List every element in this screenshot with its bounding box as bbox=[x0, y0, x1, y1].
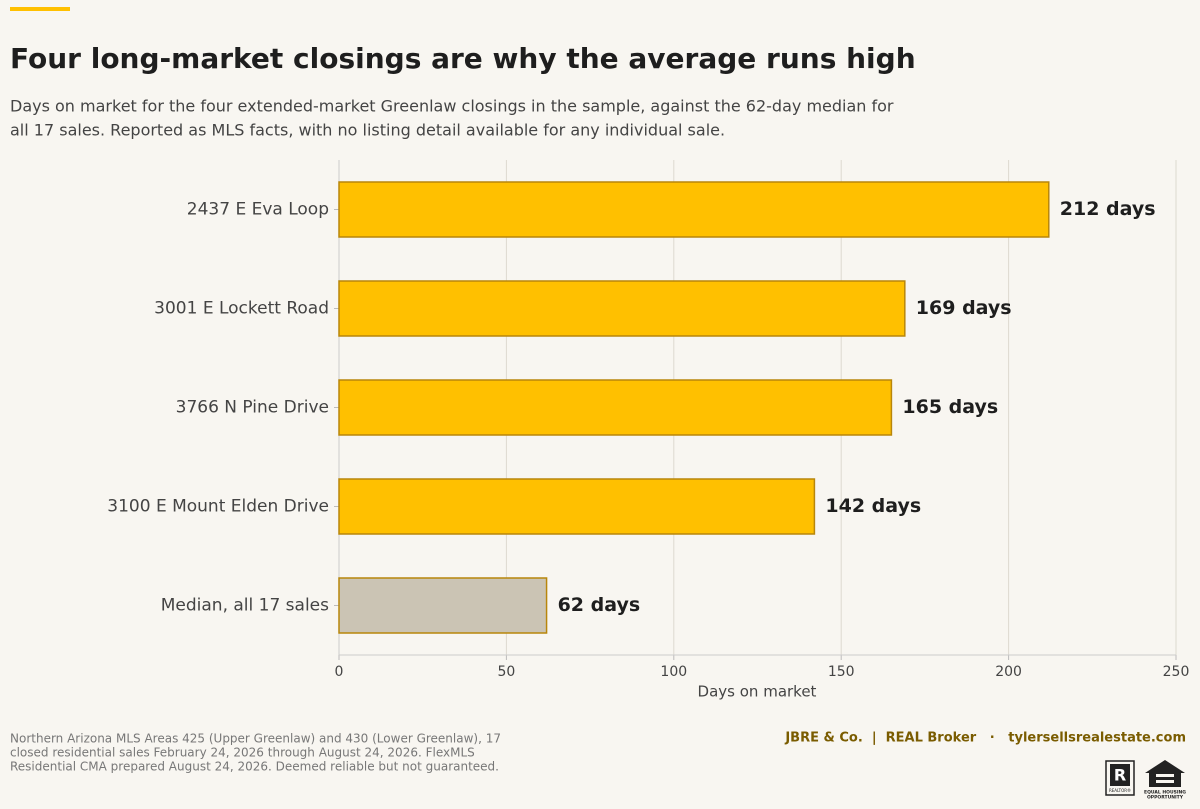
value-label: 142 days bbox=[825, 495, 921, 517]
y-tick-label: 2437 E Eva Loop bbox=[187, 200, 329, 220]
chart-title: Four long-market closings are why the av… bbox=[10, 42, 916, 75]
subtitle: all 17 sales. Reported as MLS facts, wit… bbox=[10, 121, 725, 140]
bar bbox=[338, 280, 906, 337]
value-label: 165 days bbox=[902, 396, 998, 418]
y-tick-label: 3001 E Lockett Road bbox=[154, 299, 329, 319]
brand: JBRE & Co. | REAL Broker · tylersellsrea… bbox=[784, 731, 1186, 746]
value-label: 212 days bbox=[1060, 198, 1156, 220]
source-note: Residential CMA prepared August 24, 2026… bbox=[10, 760, 499, 774]
x-tick-label: 50 bbox=[497, 664, 515, 680]
x-tick-label: 250 bbox=[1163, 664, 1190, 680]
subtitle: Days on market for the four extended-mar… bbox=[10, 97, 894, 116]
bar bbox=[338, 478, 816, 535]
realtor-text: REALTOR® bbox=[1109, 788, 1131, 793]
bar bbox=[338, 181, 1050, 238]
x-tick-label: 100 bbox=[660, 664, 687, 680]
value-label: 169 days bbox=[916, 297, 1012, 319]
source-note: closed residential sales February 24, 20… bbox=[10, 746, 475, 760]
y-tick-label: 3766 N Pine Drive bbox=[176, 398, 329, 418]
eho-logo: EQUAL HOUSING OPPORTUNITY bbox=[1144, 760, 1186, 801]
x-tick-label: 200 bbox=[995, 664, 1022, 680]
y-tick-label: Median, all 17 sales bbox=[161, 596, 329, 616]
x-tick-label: 0 bbox=[335, 664, 344, 680]
x-tick-label: 150 bbox=[828, 664, 855, 680]
x-axis-label: Days on market bbox=[698, 683, 817, 701]
source-note: Northern Arizona MLS Areas 425 (Upper Gr… bbox=[10, 732, 501, 746]
bar bbox=[338, 577, 548, 634]
eho-text: EQUAL HOUSING bbox=[1144, 790, 1186, 796]
realtor-mark: R bbox=[1114, 766, 1126, 785]
bar bbox=[338, 379, 893, 436]
value-label: 62 days bbox=[558, 594, 641, 616]
realtor-logo: R REALTOR® bbox=[1105, 760, 1135, 796]
eho-text: OPPORTUNITY bbox=[1147, 795, 1184, 801]
accent-bar bbox=[10, 7, 70, 11]
y-tick-label: 3100 E Mount Elden Drive bbox=[107, 497, 329, 517]
